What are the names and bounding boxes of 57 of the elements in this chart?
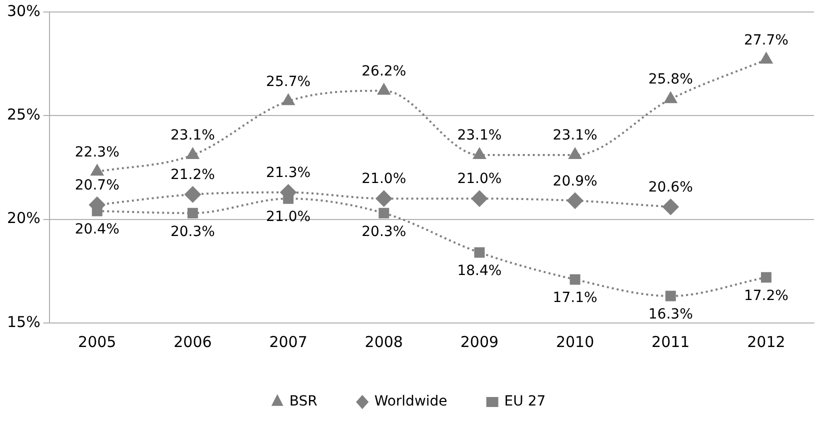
point [90,164,104,176]
point [568,148,582,160]
data-label: 18.4% [457,263,502,280]
data-label: 20.9% [552,173,598,190]
data-label: 21.2% [170,167,215,184]
point [760,272,772,283]
data-label: 21.3% [266,165,311,182]
point [282,94,294,106]
x-tick-label: 2006 [174,332,212,351]
x-tick-label: 2007 [269,332,308,351]
data-label: 17.2% [744,288,788,304]
data-label: 20.4% [74,222,120,238]
x-tick-label: 2009 [460,332,499,351]
data-label: 25.7% [266,74,311,90]
data-label: 17.1% [552,290,598,306]
point [664,92,677,104]
point [378,208,390,218]
data-label: 20.3% [170,224,215,240]
point [570,274,580,285]
y-tick-label: 20% [6,209,40,228]
point [474,247,485,258]
data-label: 22.3% [74,144,120,160]
data-label: 16.3% [648,306,693,323]
point [187,208,198,218]
data-label: 20.7% [74,177,120,194]
data-label: 23.1% [457,128,502,144]
point [665,290,676,302]
data-label: 23.1% [170,128,215,144]
point [662,198,679,215]
y-tick-label: 15% [6,312,40,331]
point [471,190,488,207]
data-label: 21.0% [266,209,311,226]
point [378,84,390,95]
data-label: 21.0% [457,171,502,188]
data-label: 25.8% [648,72,693,88]
legend-label: Worldwide [374,394,448,410]
y-tick-label: 30% [6,2,40,20]
y-tick-label: 25% [6,106,40,124]
x-tick-label: 2010 [556,332,594,351]
point [473,148,486,160]
x-tick-label: 2008 [364,332,403,351]
x-tick-label: 2012 [747,332,786,351]
data-label: 20.6% [648,180,693,196]
x-tick-label: 2011 [652,332,690,351]
data-label: 27.7% [744,32,788,48]
data-label: 21.0% [362,171,406,188]
point [186,148,199,160]
point [184,186,201,202]
point [376,190,392,207]
data-label: 23.1% [552,128,598,144]
x-tick-label: 2005 [78,332,116,351]
legend-label: BSR [289,394,318,410]
point [567,192,584,209]
data-label: 26.2% [362,63,406,80]
legend-label: EU 27 [504,394,546,410]
point [760,52,772,64]
data-label: 20.3% [362,224,406,240]
